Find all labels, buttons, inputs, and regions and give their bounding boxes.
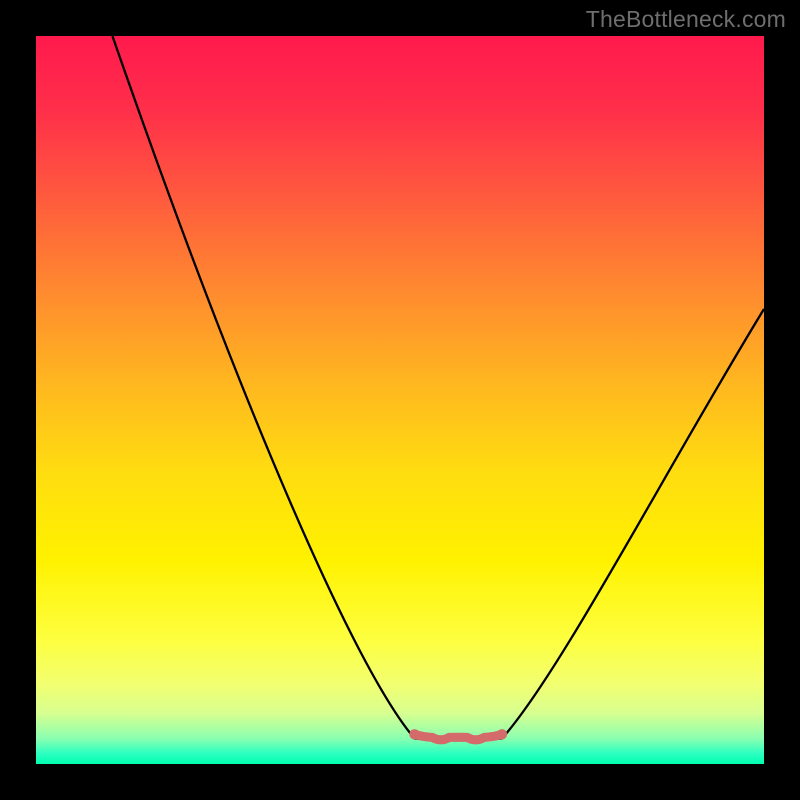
watermark-text: TheBottleneck.com <box>586 6 786 33</box>
v-curve <box>112 36 764 741</box>
accent-valley-segment <box>415 734 502 740</box>
accent-endpoint-right <box>497 729 507 739</box>
accent-endpoint-left <box>409 729 419 739</box>
curve-layer <box>36 36 764 764</box>
plot-area <box>36 36 764 764</box>
